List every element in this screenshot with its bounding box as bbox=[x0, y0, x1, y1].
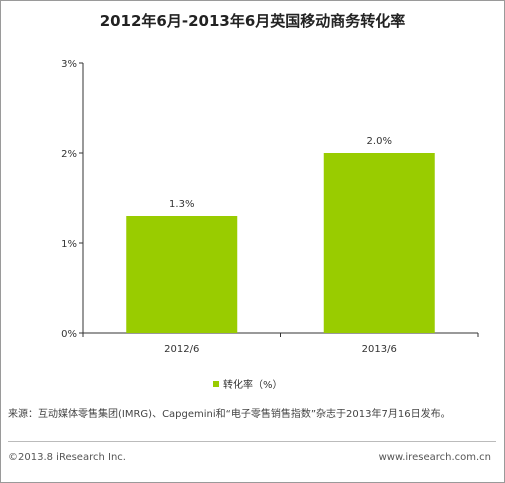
source-note: 来源：互动媒体零售集团(IMRG)、Capgemini和“电子零售销售指数”杂志… bbox=[8, 409, 451, 420]
bar bbox=[126, 216, 238, 333]
footer-divider bbox=[8, 441, 496, 442]
y-tick-label: 0% bbox=[61, 329, 77, 340]
chart-legend: 转化率（%） bbox=[213, 376, 283, 391]
bar-chart: 0% 1% 2% 3% 1.3% 2012/6 2.0% 2013/6 bbox=[61, 59, 479, 355]
bar bbox=[323, 153, 435, 333]
x-tick-label: 2013/6 bbox=[362, 344, 397, 355]
footer-copyright: ©2013.8 iResearch Inc. bbox=[8, 452, 126, 463]
footer-website: www.iresearch.com.cn bbox=[378, 452, 491, 463]
data-label: 2.0% bbox=[367, 136, 392, 147]
legend-swatch bbox=[213, 380, 219, 387]
y-tick-label: 3% bbox=[61, 59, 77, 70]
x-tick-label: 2012/6 bbox=[164, 344, 199, 355]
data-label: 1.3% bbox=[169, 199, 194, 210]
legend-label: 转化率（%） bbox=[223, 380, 283, 391]
chart-title: 2012年6月-2013年6月英国移动商务转化率 bbox=[99, 12, 406, 30]
y-tick-label: 2% bbox=[61, 149, 77, 160]
y-tick-label: 1% bbox=[61, 239, 77, 250]
